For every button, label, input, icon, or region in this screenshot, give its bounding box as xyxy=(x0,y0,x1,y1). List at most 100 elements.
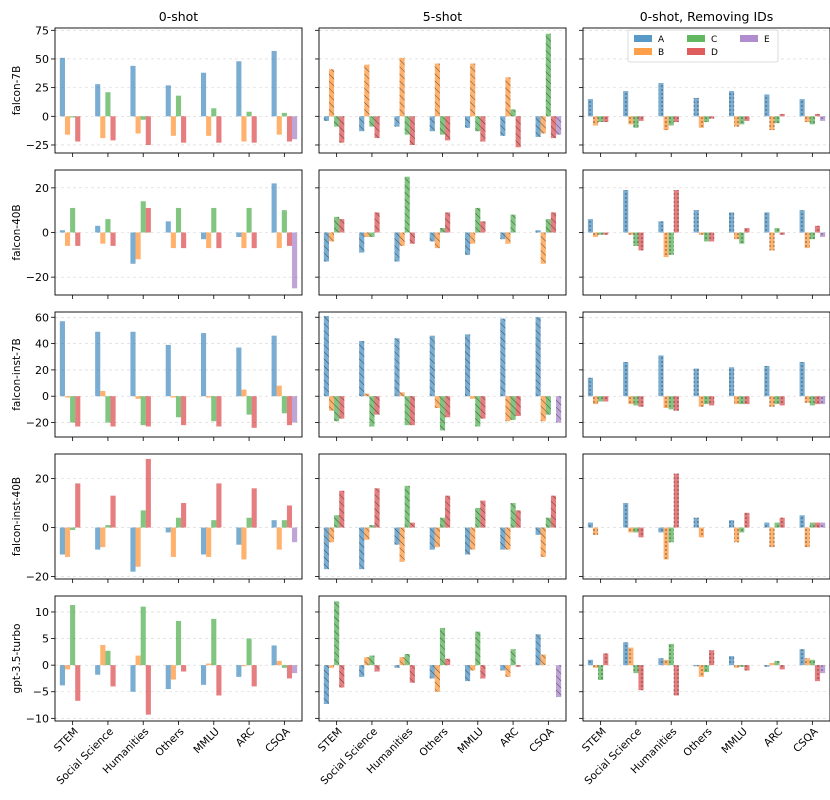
bar-texture xyxy=(540,116,546,134)
bar-D xyxy=(181,503,187,528)
bar-texture xyxy=(709,232,715,242)
bar-texture xyxy=(359,340,365,397)
bar-A xyxy=(59,665,65,686)
bar-texture xyxy=(359,232,365,253)
bar-B xyxy=(64,527,71,557)
panel: −20 0 20 xyxy=(26,453,303,584)
bar-texture xyxy=(328,69,335,117)
bar-B xyxy=(170,232,176,249)
bar-C xyxy=(70,396,76,423)
bar-B xyxy=(206,527,212,557)
bar-C xyxy=(70,207,76,233)
bar-texture xyxy=(439,627,446,666)
panel-frame xyxy=(582,169,830,296)
bar-texture xyxy=(369,116,375,127)
bar-texture xyxy=(703,665,710,673)
bar-texture xyxy=(374,116,380,139)
column-title: 0-shot, Removing IDs xyxy=(640,9,774,24)
bar-C xyxy=(211,108,217,117)
bar-texture xyxy=(500,527,506,550)
bar-texture xyxy=(374,488,380,528)
y-tick-label: 20 xyxy=(35,364,49,377)
bar-texture xyxy=(394,232,400,262)
bar-texture xyxy=(628,116,634,125)
bar-A xyxy=(236,61,242,117)
column-title: 0-shot xyxy=(159,9,199,24)
bar-texture xyxy=(334,116,340,127)
legend-label: D xyxy=(711,48,718,58)
bar-texture xyxy=(739,665,745,667)
panel: −25 0 25 50 75 xyxy=(26,24,303,157)
bar-A xyxy=(271,50,277,117)
bar-A xyxy=(165,221,171,233)
bar-texture xyxy=(592,232,599,237)
bar-texture xyxy=(364,232,370,237)
bar-texture xyxy=(505,77,511,117)
bar-texture xyxy=(535,230,541,233)
bar-texture xyxy=(404,176,410,233)
bar-D xyxy=(251,488,257,528)
bar-texture xyxy=(734,665,740,668)
bar-texture xyxy=(535,634,541,666)
bar-texture xyxy=(535,527,541,535)
bar-texture xyxy=(540,232,546,264)
bar-texture xyxy=(535,116,541,137)
bar-texture xyxy=(464,665,471,682)
bar-texture xyxy=(464,232,471,255)
y-tick-label: −20 xyxy=(26,571,49,584)
bar-texture xyxy=(545,219,551,233)
bar-texture xyxy=(628,527,634,533)
x-tick-label: ARC xyxy=(762,726,786,750)
bar-texture xyxy=(663,396,669,409)
bar-A xyxy=(95,225,101,233)
bar-texture xyxy=(623,91,629,117)
bar-texture xyxy=(799,362,805,397)
x-tick-label: MMLU xyxy=(719,726,750,757)
legend: AB CD E xyxy=(627,29,779,63)
bar-texture xyxy=(394,665,400,668)
bar-texture xyxy=(364,393,370,397)
bar-texture xyxy=(369,655,375,666)
panel-frame xyxy=(54,311,303,438)
bar-texture xyxy=(429,665,435,679)
bar-texture xyxy=(728,520,735,528)
bar-texture xyxy=(744,512,750,528)
bar-texture xyxy=(434,665,440,692)
bar-A xyxy=(165,344,171,397)
bar-texture xyxy=(587,99,593,117)
legend-label: C xyxy=(711,35,717,45)
bar-texture xyxy=(734,116,740,127)
panel-grid: 0-shot 5-shot 0-shot, Removing IDs falcon-7… xyxy=(11,9,830,787)
bar-texture xyxy=(774,116,780,124)
bar-D xyxy=(145,207,151,233)
bar-B xyxy=(206,232,212,249)
panel-frame xyxy=(582,311,830,438)
bar-D xyxy=(75,396,81,427)
y-tick-label: 0 xyxy=(42,522,49,535)
bar-texture xyxy=(638,116,644,121)
bar-C xyxy=(211,618,217,666)
bar-texture xyxy=(323,315,329,397)
bar-C xyxy=(175,517,182,528)
panel xyxy=(579,453,830,583)
bar-texture xyxy=(673,116,679,123)
bar-B xyxy=(64,665,71,670)
bar-texture xyxy=(814,114,821,117)
panel xyxy=(579,169,830,299)
bar-A xyxy=(95,84,101,117)
bar-texture xyxy=(744,228,750,233)
bar-E xyxy=(292,232,298,289)
row-label: gpt-3.5-turbo xyxy=(11,624,23,694)
legend-swatch-D xyxy=(687,48,705,55)
bar-B xyxy=(276,385,282,397)
bar-texture xyxy=(540,396,546,422)
bar-texture xyxy=(399,232,405,246)
y-tick-label: 5 xyxy=(42,633,49,646)
bar-texture xyxy=(603,653,609,666)
bar-texture xyxy=(603,232,609,235)
bar-texture xyxy=(339,490,345,528)
bar-texture xyxy=(668,643,674,666)
bar-B xyxy=(170,527,176,557)
